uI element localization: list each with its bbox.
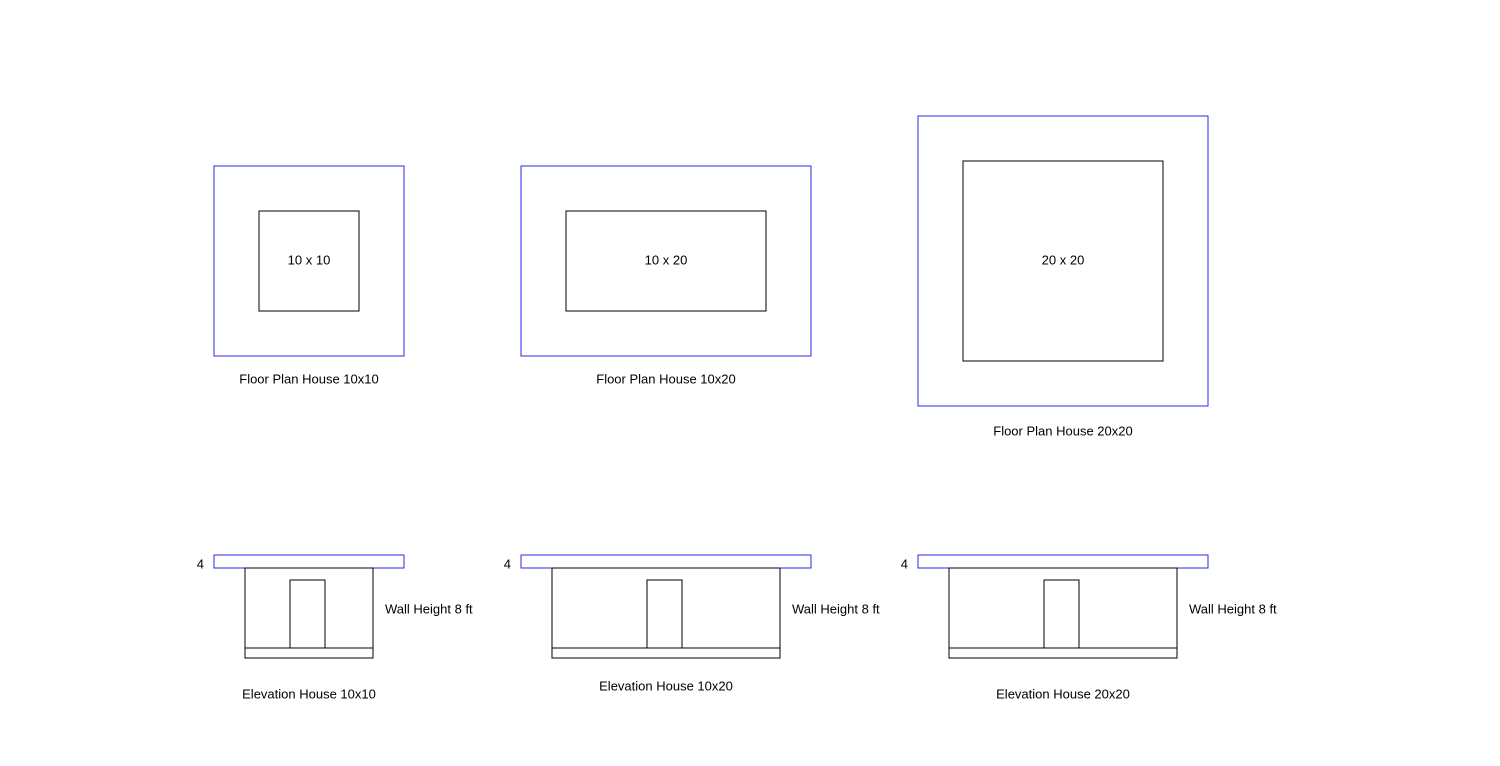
el-10x20-wall-height-label: Wall Height 8 ft [792, 601, 880, 616]
el-10x10-door [290, 580, 325, 648]
el-10x20-caption: Elevation House 10x20 [599, 678, 733, 693]
fp-10x10-caption: Floor Plan House 10x10 [239, 371, 378, 386]
el-10x20-slab [552, 648, 780, 658]
fp-10x20-dim-label: 10 x 20 [645, 252, 688, 267]
el-20x20-caption: Elevation House 20x20 [996, 686, 1130, 701]
el-10x20-left-dim: 4 [504, 556, 511, 571]
el-10x10-caption: Elevation House 10x10 [242, 686, 376, 701]
el-20x20-roof [918, 555, 1208, 568]
el-10x10-left-dim: 4 [197, 556, 204, 571]
fp-20x20-dim-label: 20 x 20 [1042, 252, 1085, 267]
el-10x10: 4 Wall Height 8 ft Elevation House 10x10 [197, 555, 473, 701]
fp-10x10: 10 x 10 Floor Plan House 10x10 [214, 166, 404, 386]
fp-10x20: 10 x 20 Floor Plan House 10x20 [521, 166, 811, 386]
el-10x10-slab [245, 648, 373, 658]
el-10x20-door [647, 580, 682, 648]
el-10x10-wall-height-label: Wall Height 8 ft [385, 601, 473, 616]
fp-10x10-dim-label: 10 x 10 [288, 252, 331, 267]
el-20x20-wall-height-label: Wall Height 8 ft [1189, 601, 1277, 616]
el-20x20-door [1044, 580, 1079, 648]
fp-20x20-caption: Floor Plan House 20x20 [993, 423, 1132, 438]
el-20x20-left-dim: 4 [901, 556, 908, 571]
el-10x20-roof [521, 555, 811, 568]
fp-10x20-caption: Floor Plan House 10x20 [596, 371, 735, 386]
el-20x20-slab [949, 648, 1177, 658]
el-10x20: 4 Wall Height 8 ft Elevation House 10x20 [504, 555, 880, 693]
el-20x20: 4 Wall Height 8 ft Elevation House 20x20 [901, 555, 1277, 701]
el-10x10-roof [214, 555, 404, 568]
fp-20x20: 20 x 20 Floor Plan House 20x20 [918, 116, 1208, 438]
